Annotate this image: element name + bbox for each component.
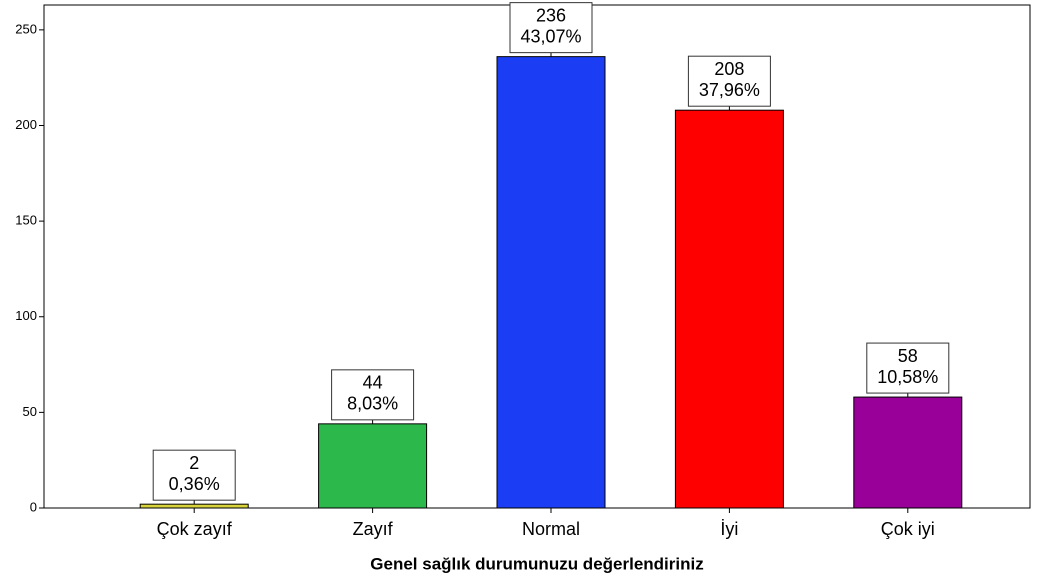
- y-tick-label: 100: [15, 308, 37, 323]
- percent-label: 43,07%: [520, 26, 581, 46]
- bar: [674, 109, 784, 509]
- percent-label: 37,96%: [699, 80, 760, 100]
- x-tick-label: Çok iyi: [881, 519, 935, 539]
- y-tick-label: 50: [23, 404, 37, 419]
- y-tick-label: 250: [15, 21, 37, 36]
- x-tick-label: Zayıf: [353, 519, 394, 539]
- value-label-box: [866, 342, 950, 394]
- x-axis-label: Genel sağlık durumunuzu değerlendiriniz: [370, 554, 703, 573]
- y-tick-label: 150: [15, 213, 37, 228]
- value-label: 44: [363, 373, 383, 393]
- bar: [496, 56, 606, 509]
- value-label-box: [687, 55, 771, 107]
- x-tick-label: Çok zayıf: [157, 519, 233, 539]
- bar: [853, 396, 963, 509]
- percent-label: 10,58%: [877, 367, 938, 387]
- y-tick-label: 200: [15, 117, 37, 132]
- bar: [318, 423, 428, 509]
- x-tick-label: Normal: [522, 519, 580, 539]
- value-label: 58: [898, 346, 918, 366]
- value-label-box: [152, 449, 236, 501]
- value-label-box: [509, 2, 593, 54]
- percent-label: 0,36%: [169, 474, 220, 494]
- value-label: 236: [536, 5, 566, 25]
- value-label: 208: [714, 59, 744, 79]
- x-tick-label: İyi: [720, 519, 738, 539]
- bar: [139, 503, 249, 509]
- value-label-box: [331, 369, 415, 421]
- value-label: 2: [189, 453, 199, 473]
- percent-label: 8,03%: [347, 394, 398, 414]
- y-tick-label: 0: [30, 499, 37, 514]
